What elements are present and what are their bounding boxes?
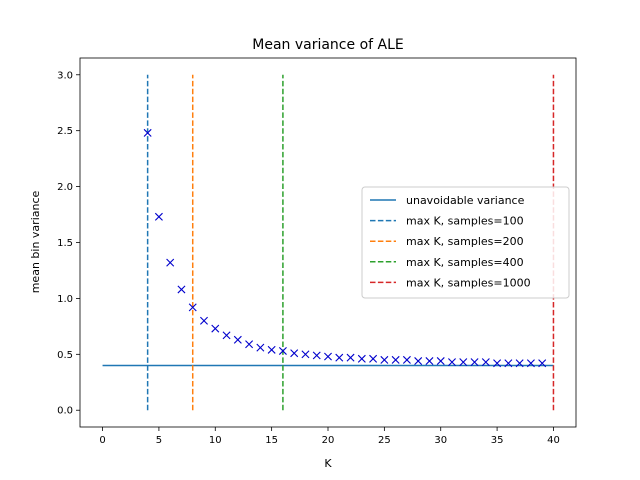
y-axis: 0.0 0.5 1.0 1.5 2.0 2.5 3.0 [57,70,80,417]
x-tick-label: 25 [378,435,391,446]
data-point [335,353,344,362]
data-point [278,346,287,355]
data-point [369,354,378,363]
x-tick-label: 35 [491,435,504,446]
data-point [402,355,411,364]
x-tick-label: 20 [322,435,335,446]
data-point [188,303,197,312]
x-tick-label: 15 [265,435,278,446]
data-point [177,285,186,294]
legend-label: max K, samples=100 [406,215,524,228]
data-point [391,355,400,364]
y-tick-label: 0.5 [57,350,73,361]
data-point [290,349,299,358]
data-point [312,351,321,360]
legend-box [361,186,570,299]
data-point [166,258,175,267]
x-axis: 0 5 10 15 20 25 30 35 40 [99,427,560,446]
y-tick-label: 2.0 [57,182,73,193]
data-point [425,357,434,366]
data-point [211,324,220,333]
data-point [436,357,445,366]
data-point [526,359,535,368]
y-tick-label: 1.0 [57,294,73,305]
data-point [481,358,490,367]
legend-label: max K, samples=200 [406,235,524,248]
data-point [256,343,265,352]
y-tick-label: 0.0 [57,406,73,417]
data-point [143,128,152,137]
y-tick-label: 3.0 [57,70,73,81]
data-point [448,358,456,367]
x-tick-label: 10 [209,435,222,446]
data-point [346,353,355,362]
data-point [459,358,468,367]
x-tick-label: 30 [434,435,447,446]
data-point [233,335,242,344]
legend: unavoidable variance max K, samples=100 ma… [361,186,570,299]
y-tick-label: 2.5 [57,126,73,137]
data-point [245,340,254,349]
data-point [324,352,332,361]
y-axis-label: mean bin variance [29,190,42,293]
y-tick-label: 1.5 [57,238,73,249]
data-point [538,359,547,368]
data-point [470,358,479,367]
data-point [301,350,310,359]
data-point [357,354,366,363]
x-tick-label: 40 [547,435,560,446]
data-point [200,316,208,325]
x-tick-label: 5 [156,435,162,446]
data-point [515,359,524,368]
x-axis-label: K [324,457,332,470]
data-point [267,345,276,354]
legend-label: max K, samples=400 [406,256,524,269]
legend-entry: max K, samples=100 [370,215,524,228]
legend-label: max K, samples=1000 [406,276,531,289]
data-point [380,355,389,364]
data-point [154,212,163,221]
x-tick-label: 0 [99,435,105,446]
legend-entry: max K, samples=200 [370,235,524,248]
data-point [414,357,423,366]
data-point [222,331,231,340]
legend-label: unavoidable variance [406,194,525,207]
legend-entry: unavoidable variance [370,194,525,207]
data-point [493,359,502,368]
legend-entry: max K, samples=1000 [370,276,531,289]
chart-title: Mean variance of ALE [252,37,403,53]
legend-entry: max K, samples=400 [370,256,524,269]
data-point [504,359,513,368]
